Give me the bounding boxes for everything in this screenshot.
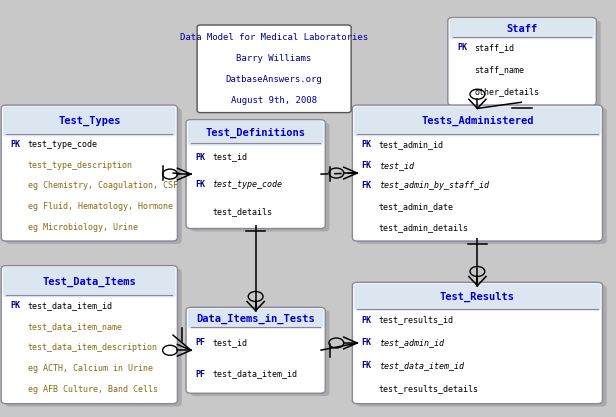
Text: FK: FK [362,181,371,191]
Text: eg AFB Culture, Band Cells: eg AFB Culture, Band Cells [28,385,158,394]
FancyBboxPatch shape [186,307,325,393]
FancyBboxPatch shape [1,105,177,241]
FancyBboxPatch shape [188,309,323,329]
FancyBboxPatch shape [354,284,601,311]
Text: eg Microbiology, Urine: eg Microbiology, Urine [28,223,138,232]
FancyBboxPatch shape [1,266,177,404]
Text: FK: FK [362,161,371,170]
FancyBboxPatch shape [197,25,351,113]
Text: test_admin_details: test_admin_details [379,223,469,232]
Text: test_admin_id: test_admin_id [379,339,444,347]
Text: PK: PK [362,316,371,324]
Text: PF: PF [195,369,205,379]
Text: test_data_item_id: test_data_item_id [28,301,113,310]
Text: test_admin_by_staff_id: test_admin_by_staff_id [379,181,489,191]
Text: test_results_id: test_results_id [379,316,454,324]
Text: eg Fluid, Hematology, Hormone: eg Fluid, Hematology, Hormone [28,202,172,211]
Text: test_data_item_id: test_data_item_id [379,362,464,370]
Text: test_data_item_name: test_data_item_name [28,322,123,331]
Text: PK: PK [10,140,20,149]
Text: Tests_Administered: Tests_Administered [421,116,533,126]
FancyBboxPatch shape [190,123,330,231]
Text: PK: PK [195,153,205,161]
Text: staff_id: staff_id [474,43,514,53]
FancyBboxPatch shape [352,282,602,404]
Text: test_data_item_description: test_data_item_description [28,343,158,352]
Text: test_id: test_id [213,153,248,161]
FancyBboxPatch shape [188,121,323,146]
FancyBboxPatch shape [190,310,330,396]
Text: test_data_item_id: test_data_item_id [213,369,298,379]
Text: FK: FK [362,339,371,347]
Text: test_type_description: test_type_description [28,161,132,170]
FancyBboxPatch shape [352,105,602,241]
FancyBboxPatch shape [186,120,325,229]
Text: Test_Results: Test_Results [440,292,515,302]
Text: eg ACTH, Calcium in Urine: eg ACTH, Calcium in Urine [28,364,153,373]
FancyBboxPatch shape [450,19,594,39]
Text: PK: PK [362,140,371,149]
Text: Test_Types: Test_Types [58,116,121,126]
FancyBboxPatch shape [354,106,601,136]
Text: FK: FK [195,180,205,189]
Text: eg Chemistry, Coagulation, CSF: eg Chemistry, Coagulation, CSF [28,181,178,191]
Text: test_admin_id: test_admin_id [379,140,444,149]
Text: August 9th, 2008: August 9th, 2008 [231,95,317,105]
Text: test_id: test_id [379,161,414,170]
Text: PF: PF [195,338,205,347]
Text: test_results_details: test_results_details [379,384,479,393]
Text: test_details: test_details [213,207,272,216]
FancyBboxPatch shape [448,18,596,106]
Text: Test_Definitions: Test_Definitions [206,128,306,138]
Text: Barry Williams: Barry Williams [237,54,312,63]
FancyBboxPatch shape [357,108,607,244]
Text: Staff: Staff [506,24,538,34]
FancyBboxPatch shape [452,20,601,108]
Text: Data Model for Medical Laboratories: Data Model for Medical Laboratories [180,33,368,42]
FancyBboxPatch shape [3,267,176,297]
Text: test_admin_date: test_admin_date [379,202,454,211]
Text: Data_Items_in_Tests: Data_Items_in_Tests [197,314,315,324]
Text: DatbaseAnswers.org: DatbaseAnswers.org [225,75,323,84]
Text: test_id: test_id [213,338,248,347]
Text: PK: PK [10,301,20,310]
Text: test_type_code: test_type_code [213,180,283,189]
FancyBboxPatch shape [357,285,607,407]
Text: PK: PK [457,43,467,53]
Text: test_type_code: test_type_code [28,140,98,149]
FancyBboxPatch shape [6,269,182,407]
Text: other_details: other_details [474,87,540,96]
Text: FK: FK [362,362,371,370]
Text: staff_name: staff_name [474,65,524,74]
Text: Test_Data_Items: Test_Data_Items [43,277,136,287]
FancyBboxPatch shape [3,106,176,136]
FancyBboxPatch shape [6,108,182,244]
